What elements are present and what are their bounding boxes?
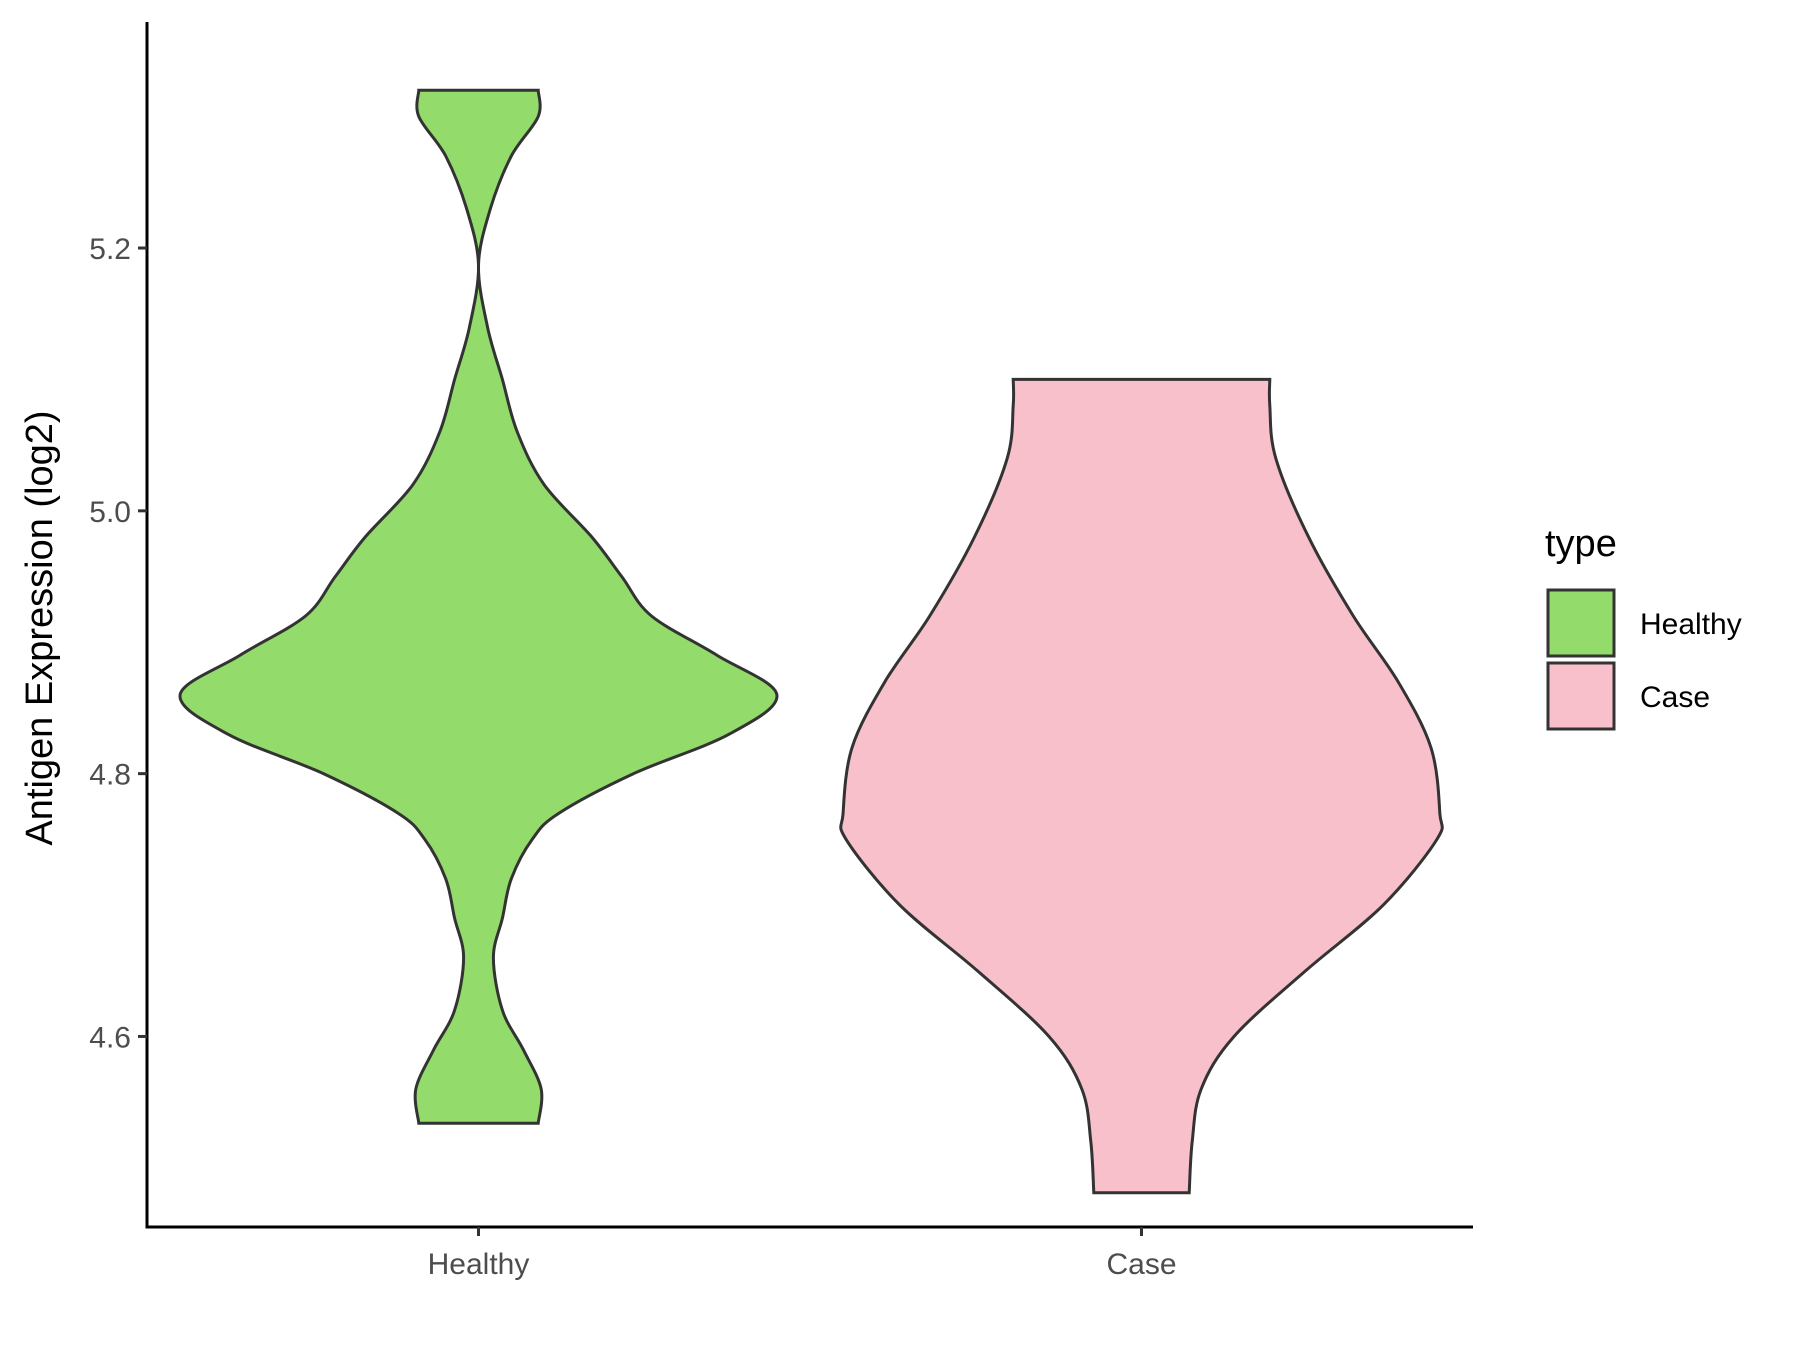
plot-area [178,88,1444,1195]
legend: type Healthy Case [1545,523,1742,731]
legend-label-healthy: Healthy [1640,608,1742,641]
legend-entries: Healthy Case [1546,588,1742,731]
legend-title: type [1545,523,1617,565]
violin-case [839,377,1444,1195]
x-axis: Healthy Case [145,1225,1473,1281]
y-axis: 4.6 4.8 5.0 5.2 [89,22,149,1227]
y-tick-label: 5.2 [89,233,131,266]
legend-swatch-healthy [1546,588,1616,658]
y-tick-label: 5.0 [89,496,131,529]
violin-healthy [178,88,779,1125]
legend-swatch-case [1546,661,1616,731]
y-axis-title: Antigen Expression (log2) [19,410,61,845]
x-tick-label: Case [1106,1248,1176,1281]
y-tick-label: 4.6 [89,1021,131,1054]
y-tick-label: 4.8 [89,759,131,792]
legend-label-case: Case [1640,681,1710,714]
x-tick-label: Healthy [428,1248,530,1281]
